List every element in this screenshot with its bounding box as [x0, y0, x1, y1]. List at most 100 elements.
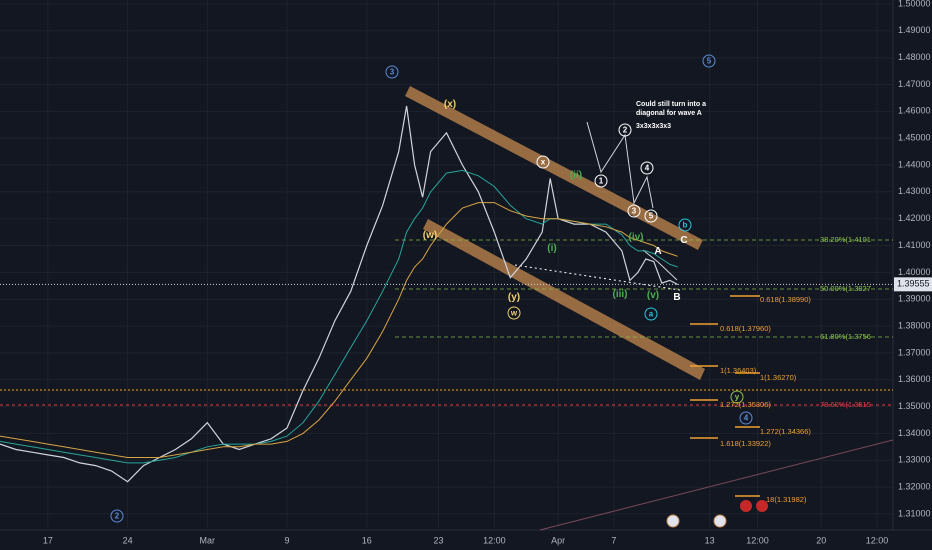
fib-label: 1.272(1.34366)	[760, 427, 811, 436]
x-tick-label: 12:00	[483, 535, 506, 545]
trendline	[539, 439, 894, 531]
y-tick-label: 1.43000	[898, 186, 931, 196]
y-tick-label: 1.37000	[898, 347, 931, 357]
wave-label: (w)	[423, 230, 437, 241]
x-tick-label: 16	[362, 535, 372, 545]
abc-path	[642, 249, 678, 281]
wave-label: 3	[632, 207, 637, 216]
wave-label: (y)	[508, 292, 520, 303]
wave-label: (iv)	[629, 232, 644, 243]
wave-circle	[627, 204, 641, 218]
fib-label: 0.618(1.38990)	[760, 295, 811, 304]
wave-circle	[678, 218, 692, 232]
wave-circle	[702, 54, 716, 68]
wave-label: 2	[115, 512, 120, 521]
fib-label: 50.00%(1.3927	[820, 284, 871, 293]
event-icon[interactable]	[713, 514, 727, 528]
wave-label: 5	[649, 212, 654, 221]
price-line	[0, 105, 678, 483]
wave-circle	[507, 306, 521, 320]
wave-label: y	[735, 393, 740, 402]
x-tick-label: 9	[285, 535, 290, 545]
y-tick-label: 1.39000	[898, 294, 931, 304]
y-tick-label: 1.35000	[898, 401, 931, 411]
price-line	[0, 202, 678, 458]
y-tick-label: 1.49000	[898, 25, 931, 35]
wave-label: 2	[623, 126, 628, 135]
y-tick-label: 1.31000	[898, 508, 931, 518]
wave-circle	[644, 307, 658, 321]
series: 1.39555	[0, 105, 932, 483]
fib-label: 61.80%(1.3756	[820, 332, 871, 341]
fib-label: 38.20%(1.4101	[820, 235, 871, 244]
fib-label: 1(1.36270)	[760, 373, 797, 382]
event-icon[interactable]	[666, 514, 680, 528]
wave-label: 4	[645, 164, 650, 173]
wave-circle	[110, 509, 124, 523]
y-tick-label: 1.33000	[898, 455, 931, 465]
y-tick-label: 1.45000	[898, 133, 931, 143]
x-tick-label: 13	[705, 535, 715, 545]
channel-lower	[423, 219, 705, 380]
annotations: (x) (w) (y) w x (i) (ii) (iii) (iv) (v) a b A B Cy 1 2 3 4…	[110, 54, 871, 523]
y-tick-label: 1.34000	[898, 428, 931, 438]
wave-circle	[594, 174, 608, 188]
wave-label: (x)	[444, 99, 456, 110]
wave-label: (ii)	[570, 170, 582, 181]
x-tick-label: 17	[43, 535, 53, 545]
last-price-label: 1.39555	[897, 279, 930, 289]
wave-label: b	[683, 221, 688, 230]
y-tick-label: 1.40000	[898, 267, 931, 277]
wave-circle	[730, 390, 744, 404]
y-tick-label: 1.38000	[898, 320, 931, 330]
y-tick-label: 1.44000	[898, 159, 931, 169]
price-line	[0, 169, 678, 464]
y-tick-label: 1.42000	[898, 213, 931, 223]
y-tick-label: 1.50000	[898, 0, 931, 8]
fib-label: 18(1.31982)	[766, 495, 807, 504]
x-tick-label: 7	[611, 535, 616, 545]
wave-label: a	[649, 310, 654, 319]
y-tick-label: 1.41000	[898, 240, 931, 250]
wave-circle	[385, 65, 399, 79]
wave-label: (i)	[547, 243, 556, 254]
wave-circle	[618, 123, 632, 137]
x-tick-label: Apr	[551, 535, 565, 545]
x-tick-label: Mar	[200, 535, 216, 545]
y-tick-label: 1.48000	[898, 52, 931, 62]
wave-circle	[644, 209, 658, 223]
wave-label: (v)	[647, 290, 659, 301]
y-tick-label: 1.32000	[898, 481, 931, 491]
last-price-box	[894, 277, 932, 292]
wave-label: x	[541, 158, 546, 167]
wave-label: 5	[707, 57, 712, 66]
wave-label: 3	[390, 68, 395, 77]
x-tick-label: 12:00	[746, 535, 769, 545]
wave-label: w	[510, 309, 518, 318]
x-tick-label: 20	[816, 535, 826, 545]
wave-circle	[640, 161, 654, 175]
event-icon[interactable]	[756, 500, 768, 512]
note-text: diagonal for wave A	[636, 110, 702, 117]
wave-circle	[739, 411, 753, 425]
fib-label: 1.618(1.33922)	[720, 439, 771, 448]
wave-label: (iii)	[613, 289, 628, 300]
x-tick-label: 24	[123, 535, 133, 545]
event-icon[interactable]	[740, 500, 752, 512]
fib-label: 0.618(1.37960)	[720, 324, 771, 333]
x-tick-label: 12:00	[866, 535, 889, 545]
note-text: Could still turn into a	[636, 101, 706, 108]
wave-label: 1	[599, 177, 604, 186]
impulse-path	[586, 121, 654, 209]
wave-label: 4	[744, 414, 749, 423]
event-icons	[666, 500, 768, 528]
y-tick-label: 1.47000	[898, 79, 931, 89]
y-tick-label: 1.36000	[898, 374, 931, 384]
wave-circle	[536, 155, 550, 169]
y-tick-label: 1.46000	[898, 106, 931, 116]
wave-label: C	[680, 235, 687, 246]
